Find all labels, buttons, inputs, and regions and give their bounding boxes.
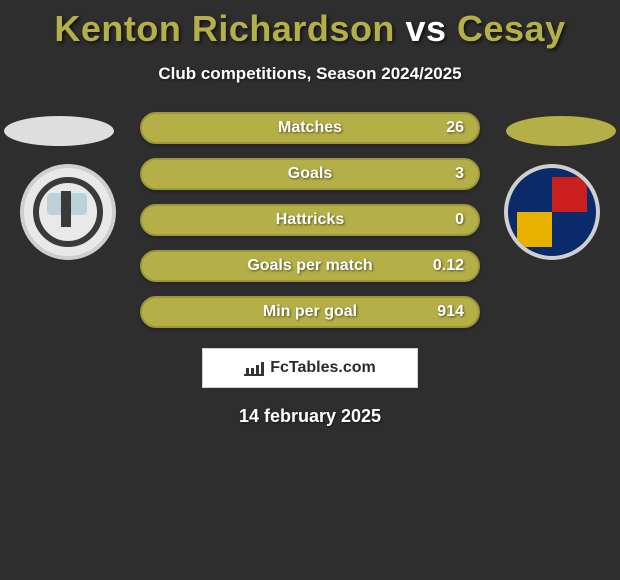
stat-bar-goals-per-match: Goals per match 0.12	[140, 250, 480, 282]
stat-bar-matches: Matches 26	[140, 112, 480, 144]
stat-value: 26	[446, 119, 464, 137]
stat-label: Hattricks	[142, 211, 478, 229]
stat-label: Matches	[142, 119, 478, 137]
fctables-logo-icon	[244, 360, 264, 376]
brand-text: FcTables.com	[270, 359, 376, 377]
title-player-left: Kenton Richardson	[54, 8, 395, 49]
snapshot-date: 14 february 2025	[0, 406, 620, 427]
gateshead-crest-icon	[33, 177, 103, 247]
stat-value: 0.12	[433, 257, 464, 275]
stat-label: Goals per match	[142, 257, 478, 275]
stat-bar-goals: Goals 3	[140, 158, 480, 190]
page-title: Kenton Richardson vs Cesay	[0, 0, 620, 50]
stat-label: Goals	[142, 165, 478, 183]
left-player-marker-oval	[4, 116, 114, 146]
stat-label: Min per goal	[142, 303, 478, 321]
stat-bar-hattricks: Hattricks 0	[140, 204, 480, 236]
stat-bars: Matches 26 Goals 3 Hattricks 0 Goals per…	[140, 112, 480, 328]
stat-bar-min-per-goal: Min per goal 914	[140, 296, 480, 328]
left-club-badge	[20, 164, 116, 260]
title-vs: vs	[405, 8, 446, 49]
title-player-right: Cesay	[457, 8, 566, 49]
brand-box: FcTables.com	[202, 348, 418, 388]
right-player-marker-oval	[506, 116, 616, 146]
comparison-stage: Matches 26 Goals 3 Hattricks 0 Goals per…	[0, 112, 620, 427]
right-club-badge	[504, 164, 600, 260]
stat-value: 3	[455, 165, 464, 183]
stat-value: 914	[437, 303, 464, 321]
stat-value: 0	[455, 211, 464, 229]
wealdstone-crest-icon	[517, 177, 587, 247]
subtitle: Club competitions, Season 2024/2025	[0, 64, 620, 84]
